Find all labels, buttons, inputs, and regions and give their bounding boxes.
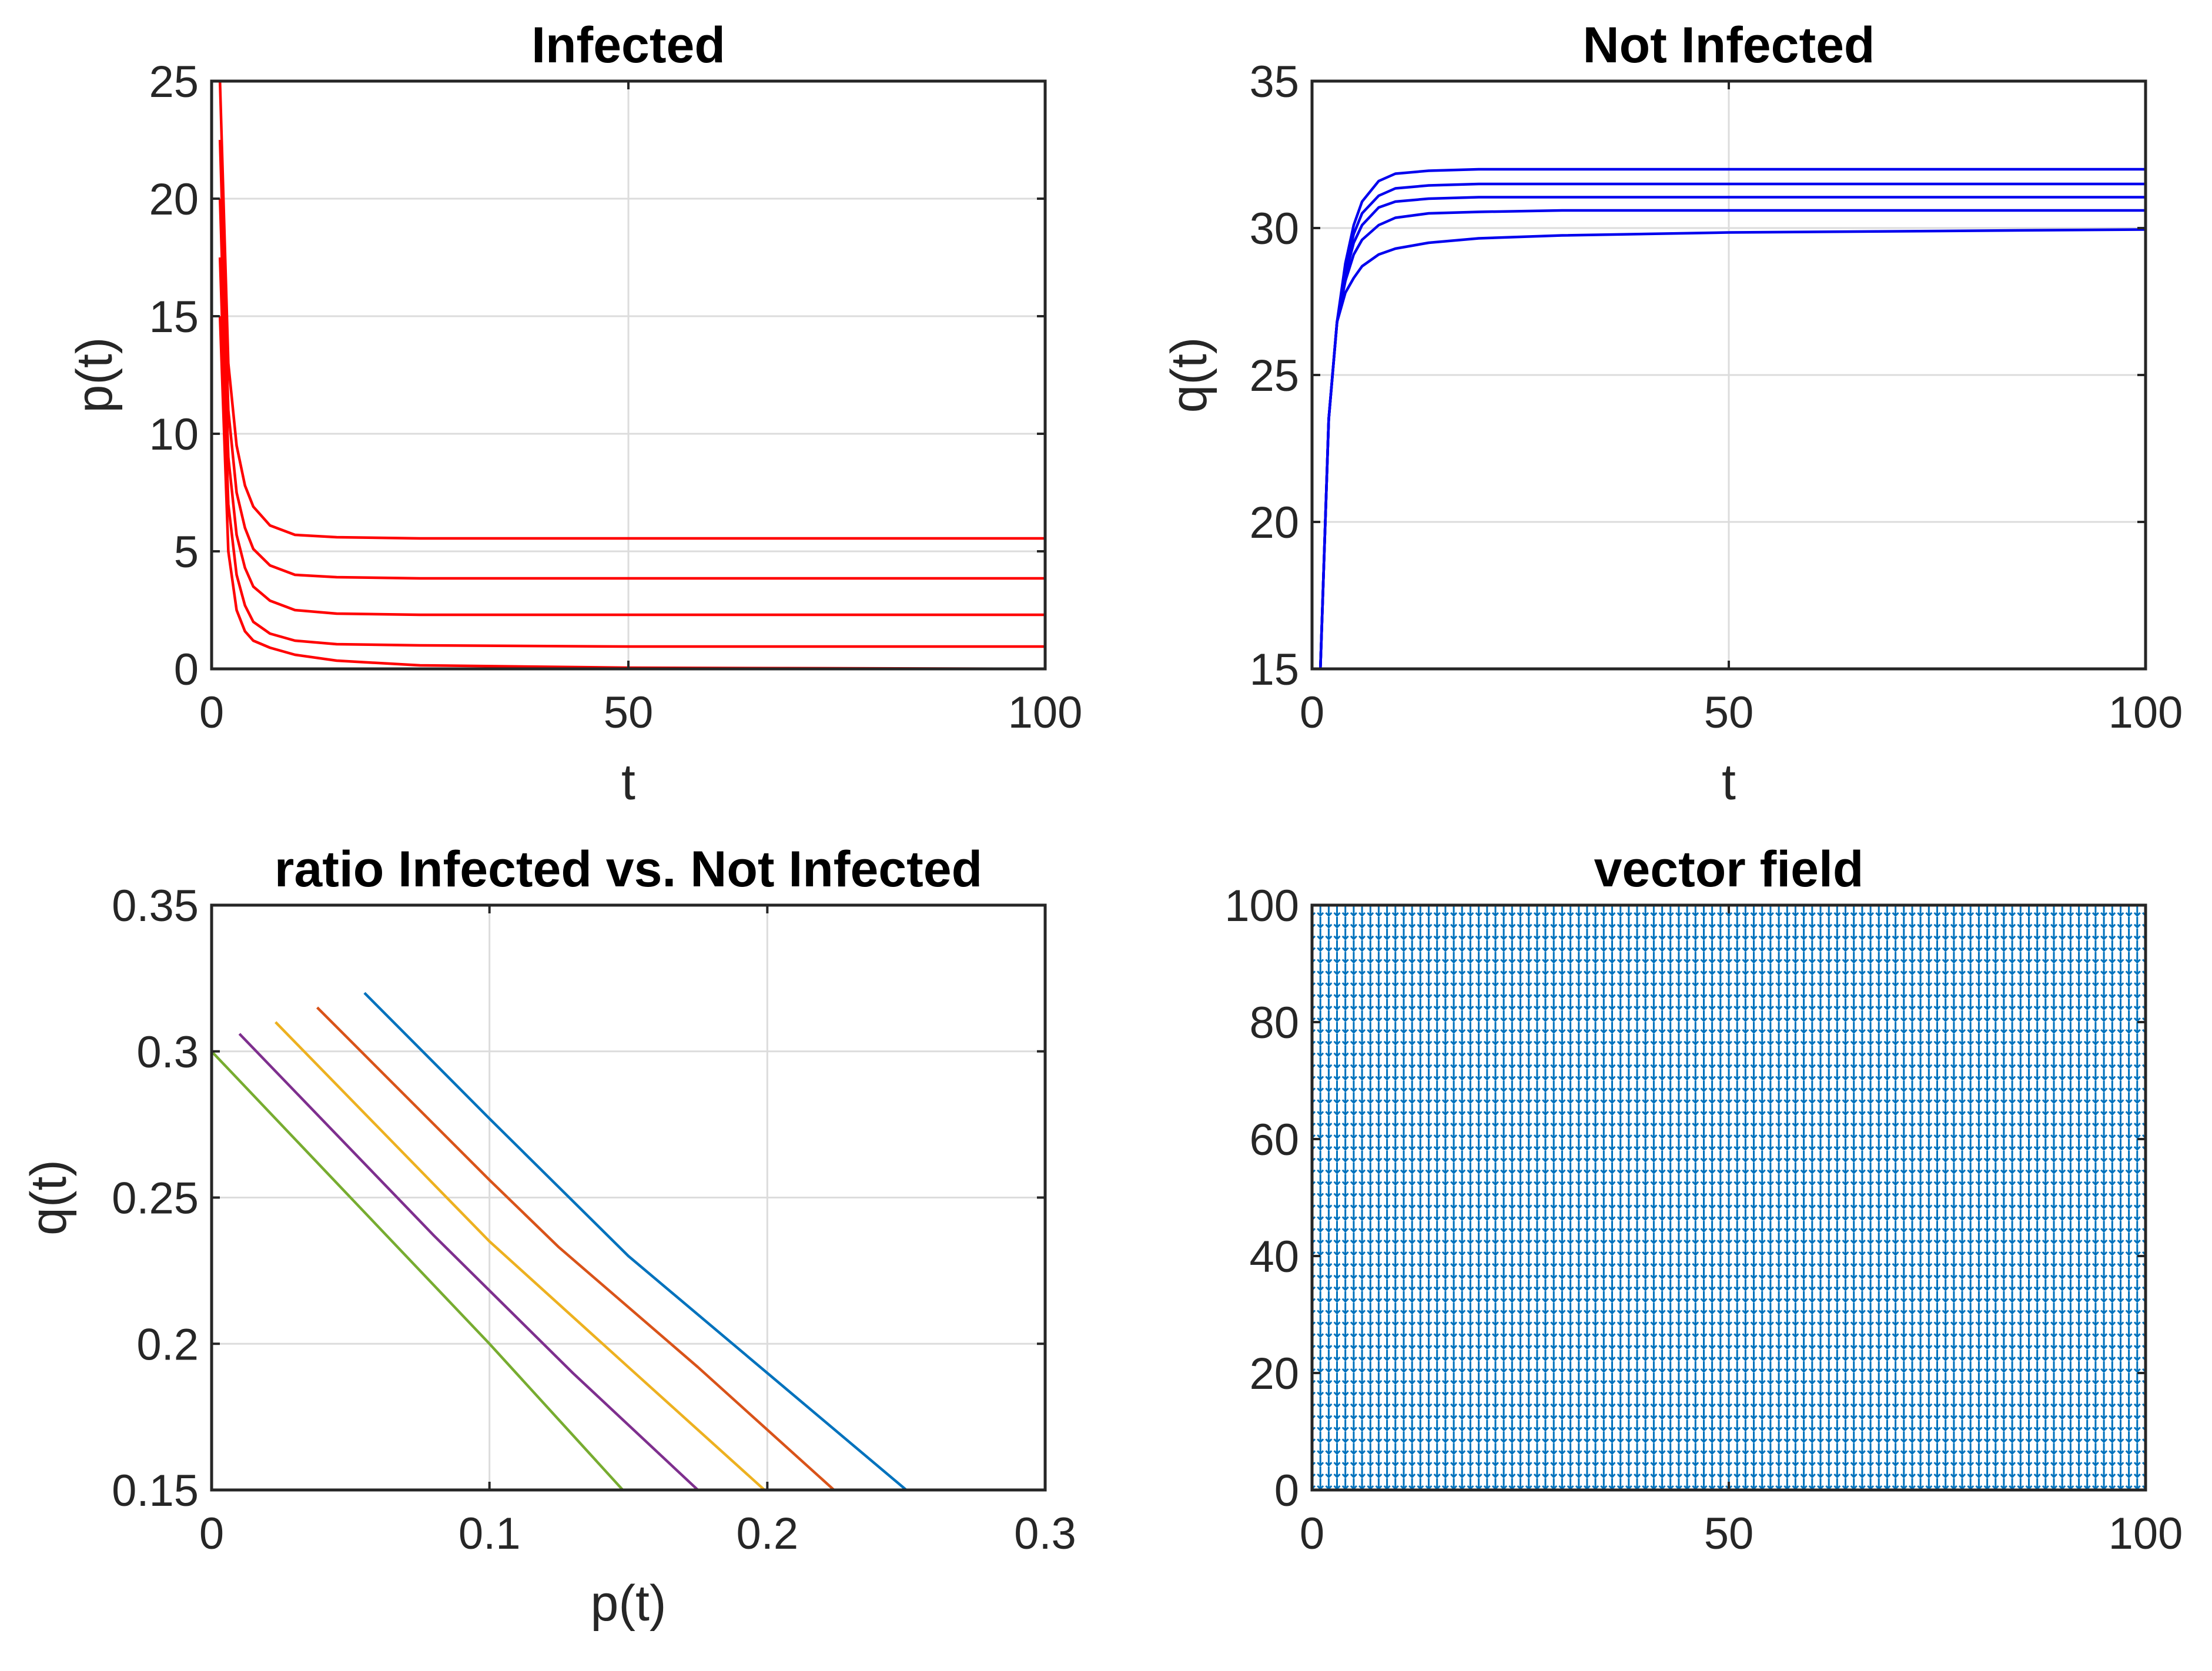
x-tick-label: 100 [1008, 688, 1083, 738]
x-axis-label: t [1722, 754, 1736, 811]
x-tick-label: 50 [1704, 688, 1754, 738]
y-tick-label: 0.2 [136, 1320, 199, 1369]
x-tick-label: 50 [1704, 1509, 1754, 1559]
y-tick-label: 60 [1249, 1115, 1299, 1165]
y-tick-label: 25 [1249, 351, 1299, 401]
y-tick-label: 0.35 [112, 881, 199, 931]
data-layer [218, 81, 1045, 669]
y-tick-label: 80 [1249, 998, 1299, 1048]
x-tick-label: 0 [1300, 688, 1324, 738]
x-tick-label: 0 [1300, 1509, 1324, 1559]
x-tick-label: 0.3 [1014, 1509, 1076, 1559]
y-tick-label: 25 [149, 57, 199, 107]
x-tick-label: 50 [604, 688, 654, 738]
vector-arrows [1312, 905, 2146, 1490]
chart-title: vector field [1594, 841, 1864, 898]
y-tick-label: 100 [1224, 881, 1299, 931]
x-tick-label: 0 [199, 688, 224, 738]
series-line-5 [212, 1050, 624, 1490]
data-layer [1319, 168, 2146, 669]
y-tick-label: 20 [149, 175, 199, 225]
data-layer [1312, 905, 2146, 1490]
y-tick-label: 10 [149, 410, 199, 460]
y-tick-label: 0.3 [136, 1027, 199, 1077]
y-tick-label: 15 [1249, 645, 1299, 695]
y-axis-label: q(t) [1161, 337, 1217, 413]
y-axis-label: q(t) [21, 1160, 77, 1235]
series-line-2 [218, 139, 1045, 580]
plot-infected: 0 50 100 0 5 10 15 20 25 Infected t p(t) [66, 17, 1082, 811]
y-tick-label: 20 [1249, 498, 1299, 548]
chart-title: Infected [531, 17, 725, 73]
y-tick-label: 40 [1249, 1232, 1299, 1282]
chart-title: Not Infected [1583, 17, 1875, 73]
y-axis-label: p(t) [66, 337, 123, 413]
series-line-1 [218, 81, 1045, 540]
y-tick-label: 0 [174, 645, 199, 695]
y-tick-label: 0.25 [112, 1174, 199, 1224]
x-tick-label: 0 [199, 1509, 224, 1559]
x-axis-label: p(t) [591, 1575, 667, 1632]
series-line-4 [238, 1033, 699, 1490]
y-tick-label: 0.15 [112, 1466, 199, 1516]
x-tick-label: 100 [2109, 688, 2183, 738]
series-line-3 [275, 1021, 766, 1490]
x-tick-label: 0.2 [737, 1509, 799, 1559]
y-tick-label: 30 [1249, 204, 1299, 254]
series-line-1 [363, 992, 908, 1490]
data-layer [212, 992, 908, 1490]
series-line-5 [1319, 228, 2146, 669]
x-tick-label: 0.1 [459, 1509, 521, 1559]
series-line-4 [218, 257, 1045, 648]
chart-title: ratio Infected vs. Not Infected [275, 841, 982, 898]
y-tick-label: 35 [1249, 57, 1299, 107]
x-axis-label: t [621, 754, 635, 811]
x-tick-label: 100 [2109, 1509, 2183, 1559]
plot-not-infected: 0 50 100 15 20 25 30 35 Not Infected t q(t) [1161, 17, 2183, 811]
y-tick-label: 5 [174, 527, 199, 577]
plot-ratio: 0 0.1 0.2 0.3 0.15 0.2 0.25 0.3 0.35 ratio Infect… [21, 841, 1076, 1632]
series-line-2 [316, 1006, 835, 1490]
plot-vector-field: 0 50 100 0 20 40 60 80 100 vector field [1224, 841, 2183, 1559]
y-tick-label: 15 [149, 292, 199, 342]
y-tick-label: 0 [1274, 1466, 1299, 1516]
series-line-3 [218, 198, 1045, 617]
series-line-5 [218, 316, 1045, 669]
y-tick-label: 20 [1249, 1349, 1299, 1399]
